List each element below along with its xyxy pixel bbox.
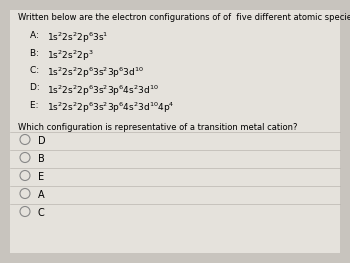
Text: 1s$^2$2s$^2$2p$^6$3s$^2$3p$^6$4s$^2$3d$^{10}$4p$^4$: 1s$^2$2s$^2$2p$^6$3s$^2$3p$^6$4s$^2$3d$^…	[47, 101, 175, 115]
Text: B: B	[38, 154, 45, 164]
Text: E: E	[38, 173, 44, 183]
Text: C:: C:	[30, 66, 42, 75]
Text: Which configuration is representative of a transition metal cation?: Which configuration is representative of…	[18, 124, 298, 133]
FancyBboxPatch shape	[10, 10, 340, 253]
Text: 1s$^2$2s$^2$2p$^6$3s$^1$: 1s$^2$2s$^2$2p$^6$3s$^1$	[47, 31, 108, 45]
Text: D:: D:	[30, 83, 43, 93]
Text: Written below are the electron configurations of of  five different atomic speci: Written below are the electron configura…	[18, 13, 350, 22]
Text: C: C	[38, 209, 45, 219]
Text: 1s$^2$2s$^2$2p$^3$: 1s$^2$2s$^2$2p$^3$	[47, 48, 93, 63]
Text: B:: B:	[30, 48, 42, 58]
Text: D: D	[38, 136, 46, 146]
Text: 1s$^2$2s$^2$2p$^6$3s$^2$3p$^6$4s$^2$3d$^{10}$: 1s$^2$2s$^2$2p$^6$3s$^2$3p$^6$4s$^2$3d$^…	[47, 83, 159, 98]
Text: 1s$^2$2s$^2$2p$^6$3s$^2$3p$^6$3d$^{10}$: 1s$^2$2s$^2$2p$^6$3s$^2$3p$^6$3d$^{10}$	[47, 66, 144, 80]
Text: E:: E:	[30, 101, 41, 110]
Text: A: A	[38, 190, 45, 200]
Text: A:: A:	[30, 31, 42, 40]
